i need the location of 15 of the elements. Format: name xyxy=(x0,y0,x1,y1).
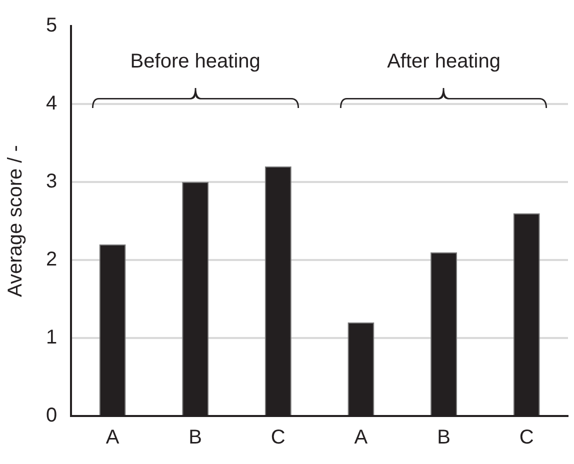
annotation: Before heating xyxy=(130,50,260,73)
y-tick-label: 3 xyxy=(46,170,58,193)
x-tick-label: C xyxy=(270,426,286,449)
y-tick-label: 4 xyxy=(46,92,58,115)
x-tick-label: C xyxy=(519,426,534,449)
x-tick-label: A xyxy=(106,426,120,449)
x-tick-label: B xyxy=(188,426,202,449)
annotation: After heating xyxy=(387,50,500,73)
x-tick-label: B xyxy=(437,426,450,449)
y-tick-label: 5 xyxy=(46,14,58,37)
x-tick-label: A xyxy=(354,426,368,449)
y-tick-label: 2 xyxy=(46,248,58,271)
y-axis-title: Average score / - xyxy=(4,145,27,297)
y-tick-label: 0 xyxy=(46,404,58,427)
y-tick-label: 1 xyxy=(46,326,58,349)
